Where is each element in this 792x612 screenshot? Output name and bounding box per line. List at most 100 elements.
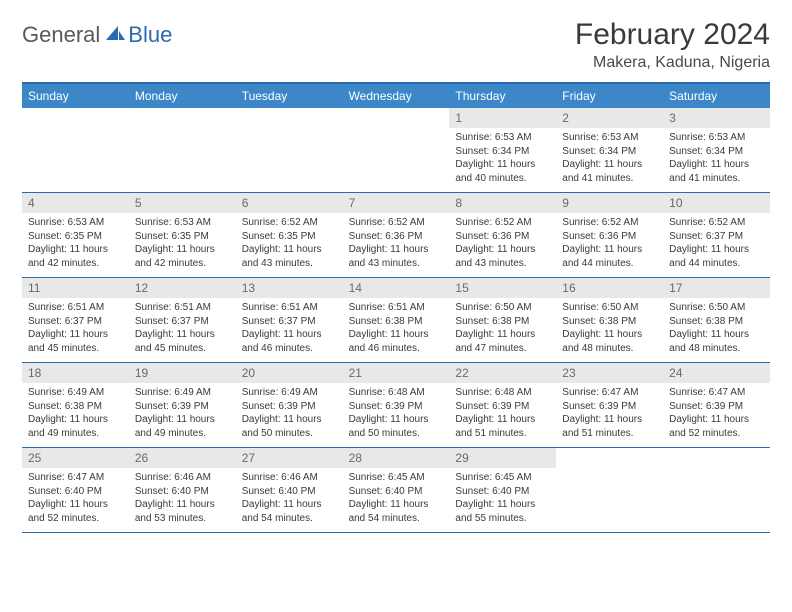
daylight-text: Daylight: 11 hours and 41 minutes. [562, 158, 657, 185]
day-number: 28 [343, 448, 450, 468]
sunset-text: Sunset: 6:37 PM [135, 315, 230, 329]
sunrise-text: Sunrise: 6:52 AM [349, 216, 444, 230]
daylight-text: Daylight: 11 hours and 55 minutes. [455, 498, 550, 525]
sunset-text: Sunset: 6:35 PM [242, 230, 337, 244]
calendar-cell: 16Sunrise: 6:50 AMSunset: 6:38 PMDayligh… [556, 278, 663, 362]
sunrise-text: Sunrise: 6:51 AM [349, 301, 444, 315]
day-number: 23 [556, 363, 663, 383]
calendar-body: 1Sunrise: 6:53 AMSunset: 6:34 PMDaylight… [22, 108, 770, 533]
daylight-text: Daylight: 11 hours and 44 minutes. [562, 243, 657, 270]
sunrise-text: Sunrise: 6:49 AM [242, 386, 337, 400]
sunset-text: Sunset: 6:40 PM [242, 485, 337, 499]
logo-text-blue: Blue [128, 22, 172, 48]
calendar-cell: 9Sunrise: 6:52 AMSunset: 6:36 PMDaylight… [556, 193, 663, 277]
calendar-cell: 21 Sunrise: 6:48 AMSunset: 6:39 PMDayligh… [343, 363, 450, 447]
daylight-text: Daylight: 11 hours and 42 minutes. [135, 243, 230, 270]
daylight-text: Daylight: 11 hours and 49 minutes. [28, 413, 123, 440]
sunrise-text: Sunrise: 6:53 AM [669, 131, 764, 145]
sunset-text: Sunset: 6:39 PM [349, 400, 444, 414]
calendar-cell: 14Sunrise: 6:51 AMSunset: 6:38 PMDayligh… [343, 278, 450, 362]
calendar-cell: 22Sunrise: 6:48 AMSunset: 6:39 PMDayligh… [449, 363, 556, 447]
day-number: 14 [343, 278, 450, 298]
sunset-text: Sunset: 6:40 PM [135, 485, 230, 499]
daylight-text: Daylight: 11 hours and 54 minutes. [349, 498, 444, 525]
day-details: Sunrise: 6:51 AMSunset: 6:38 PMDaylight:… [343, 298, 450, 361]
calendar-cell [556, 448, 663, 532]
calendar-cell [22, 108, 129, 192]
calendar-week: 1Sunrise: 6:53 AMSunset: 6:34 PMDaylight… [22, 108, 770, 193]
sunrise-text: Sunrise: 6:51 AM [135, 301, 230, 315]
day-number: 3 [663, 108, 770, 128]
day-number: 29 [449, 448, 556, 468]
day-number: 13 [236, 278, 343, 298]
calendar-cell: 18Sunrise: 6:49 AMSunset: 6:38 PMDayligh… [22, 363, 129, 447]
day-details: Sunrise: 6:51 AMSunset: 6:37 PMDaylight:… [22, 298, 129, 361]
day-number [236, 108, 343, 114]
sunrise-text: Sunrise: 6:45 AM [455, 471, 550, 485]
daylight-text: Daylight: 11 hours and 48 minutes. [562, 328, 657, 355]
day-details: Sunrise: 6:51 AMSunset: 6:37 PMDaylight:… [236, 298, 343, 361]
calendar-cell: 23Sunrise: 6:47 AMSunset: 6:39 PMDayligh… [556, 363, 663, 447]
calendar-cell: 11Sunrise: 6:51 AMSunset: 6:37 PMDayligh… [22, 278, 129, 362]
calendar-week: 4Sunrise: 6:53 AMSunset: 6:35 PMDaylight… [22, 193, 770, 278]
daylight-text: Daylight: 11 hours and 46 minutes. [242, 328, 337, 355]
sunset-text: Sunset: 6:39 PM [455, 400, 550, 414]
day-details: Sunrise: 6:52 AMSunset: 6:35 PMDaylight:… [236, 213, 343, 276]
day-number: 21 [343, 363, 450, 383]
day-details: Sunrise: 6:49 AMSunset: 6:39 PMDaylight:… [236, 383, 343, 446]
calendar-cell: 2Sunrise: 6:53 AMSunset: 6:34 PMDaylight… [556, 108, 663, 192]
sunset-text: Sunset: 6:38 PM [669, 315, 764, 329]
calendar-cell: 12Sunrise: 6:51 AMSunset: 6:37 PMDayligh… [129, 278, 236, 362]
calendar-cell: 5Sunrise: 6:53 AMSunset: 6:35 PMDaylight… [129, 193, 236, 277]
day-number: 6 [236, 193, 343, 213]
day-header-sun: Sunday [22, 84, 129, 108]
calendar-week: 25Sunrise: 6:47 AMSunset: 6:40 PMDayligh… [22, 448, 770, 533]
calendar-week: 11Sunrise: 6:51 AMSunset: 6:37 PMDayligh… [22, 278, 770, 363]
daylight-text: Daylight: 11 hours and 45 minutes. [28, 328, 123, 355]
daylight-text: Daylight: 11 hours and 40 minutes. [455, 158, 550, 185]
sunrise-text: Sunrise: 6:48 AM [349, 386, 444, 400]
daylight-text: Daylight: 11 hours and 43 minutes. [455, 243, 550, 270]
day-details: Sunrise: 6:53 AMSunset: 6:35 PMDaylight:… [129, 213, 236, 276]
day-number: 15 [449, 278, 556, 298]
sunset-text: Sunset: 6:34 PM [562, 145, 657, 159]
sunset-text: Sunset: 6:36 PM [455, 230, 550, 244]
title-block: February 2024 Makera, Kaduna, Nigeria [575, 18, 770, 72]
calendar-cell: 17Sunrise: 6:50 AMSunset: 6:38 PMDayligh… [663, 278, 770, 362]
sunrise-text: Sunrise: 6:52 AM [562, 216, 657, 230]
calendar: Sunday Monday Tuesday Wednesday Thursday… [22, 82, 770, 533]
day-number: 18 [22, 363, 129, 383]
day-details: Sunrise: 6:53 AMSunset: 6:34 PMDaylight:… [556, 128, 663, 191]
calendar-cell: 4Sunrise: 6:53 AMSunset: 6:35 PMDaylight… [22, 193, 129, 277]
sunrise-text: Sunrise: 6:51 AM [242, 301, 337, 315]
sunrise-text: Sunrise: 6:51 AM [28, 301, 123, 315]
sunrise-text: Sunrise: 6:52 AM [669, 216, 764, 230]
day-number: 12 [129, 278, 236, 298]
sunset-text: Sunset: 6:40 PM [349, 485, 444, 499]
daylight-text: Daylight: 11 hours and 42 minutes. [28, 243, 123, 270]
calendar-cell: 7Sunrise: 6:52 AMSunset: 6:36 PMDaylight… [343, 193, 450, 277]
day-number: 1 [449, 108, 556, 128]
sunrise-text: Sunrise: 6:52 AM [242, 216, 337, 230]
daylight-text: Daylight: 11 hours and 50 minutes. [349, 413, 444, 440]
daylight-text: Daylight: 11 hours and 43 minutes. [242, 243, 337, 270]
calendar-cell [343, 108, 450, 192]
day-number: 22 [449, 363, 556, 383]
sunset-text: Sunset: 6:39 PM [669, 400, 764, 414]
day-header-row: Sunday Monday Tuesday Wednesday Thursday… [22, 84, 770, 108]
sunset-text: Sunset: 6:38 PM [455, 315, 550, 329]
calendar-cell [663, 448, 770, 532]
day-details: Sunrise: 6:46 AMSunset: 6:40 PMDaylight:… [129, 468, 236, 531]
day-header-sat: Saturday [663, 84, 770, 108]
day-details: Sunrise: 6:53 AMSunset: 6:34 PMDaylight:… [449, 128, 556, 191]
day-number: 17 [663, 278, 770, 298]
daylight-text: Daylight: 11 hours and 52 minutes. [669, 413, 764, 440]
day-details: Sunrise: 6:45 AMSunset: 6:40 PMDaylight:… [343, 468, 450, 531]
day-details: Sunrise: 6:45 AMSunset: 6:40 PMDaylight:… [449, 468, 556, 531]
day-header-fri: Friday [556, 84, 663, 108]
day-number: 16 [556, 278, 663, 298]
sunrise-text: Sunrise: 6:50 AM [562, 301, 657, 315]
day-number: 4 [22, 193, 129, 213]
daylight-text: Daylight: 11 hours and 48 minutes. [669, 328, 764, 355]
sunrise-text: Sunrise: 6:53 AM [562, 131, 657, 145]
